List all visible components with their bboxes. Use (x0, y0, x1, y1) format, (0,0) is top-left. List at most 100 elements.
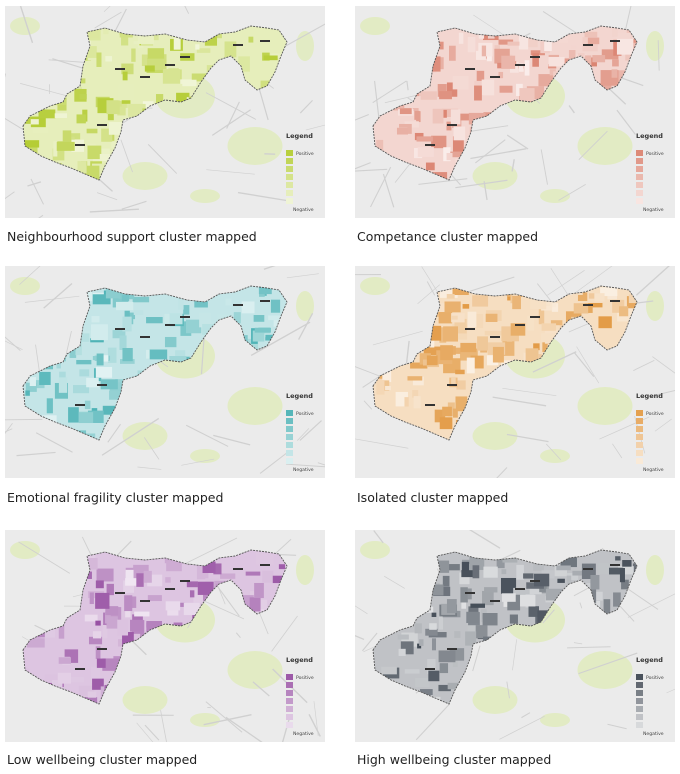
output-area (121, 35, 129, 46)
output-area (485, 313, 498, 322)
place-label-mark (530, 580, 540, 582)
output-area (250, 591, 258, 602)
output-area (507, 41, 520, 46)
output-area (118, 84, 135, 101)
output-area (263, 55, 278, 61)
road-line (426, 281, 436, 296)
park-area (646, 31, 664, 61)
legend-negative-label: Negative (293, 467, 314, 473)
legend-negative-label: Negative (643, 731, 664, 737)
road-line (355, 113, 369, 121)
park-area (646, 555, 664, 585)
output-area (457, 113, 473, 121)
road-line (475, 139, 506, 164)
output-area (447, 682, 461, 690)
output-area (438, 614, 444, 630)
output-area (381, 666, 397, 675)
legend-swatch (286, 198, 293, 204)
output-area (482, 590, 494, 606)
output-area (612, 28, 618, 37)
legend-swatch (286, 706, 293, 712)
output-area (253, 315, 265, 322)
road-line (308, 714, 321, 737)
legend-swatch (636, 682, 643, 688)
output-area (542, 342, 552, 352)
output-area (79, 333, 90, 342)
road-line (417, 284, 441, 305)
output-area (516, 83, 523, 96)
legend-title: Legend (286, 132, 313, 140)
output-area (44, 674, 62, 683)
output-area (518, 34, 529, 50)
output-area (412, 390, 419, 398)
road-line (43, 282, 73, 309)
output-area (165, 601, 181, 611)
road-line (650, 390, 675, 397)
output-area (84, 400, 91, 410)
output-area (124, 595, 133, 612)
output-area (544, 36, 552, 52)
output-area (123, 580, 135, 593)
place-label-mark (75, 404, 85, 406)
study-area-boundary (372, 285, 638, 441)
output-area (146, 68, 165, 74)
output-area (268, 315, 281, 321)
output-area (122, 632, 134, 648)
output-area (164, 313, 170, 324)
road-line (355, 438, 409, 449)
output-area (96, 658, 106, 668)
output-area (450, 109, 461, 125)
legend-swatch (636, 690, 643, 696)
legend-swatch (636, 722, 643, 728)
output-area (155, 94, 164, 111)
road-line (547, 270, 585, 296)
output-area (106, 616, 118, 629)
road-line (657, 40, 660, 71)
road-line (373, 530, 384, 544)
output-area (413, 396, 421, 409)
output-area (428, 670, 440, 682)
road-line (363, 400, 373, 410)
output-area (126, 312, 136, 320)
output-area (483, 566, 498, 578)
road-line (206, 169, 255, 175)
output-area (44, 625, 55, 638)
output-area (195, 44, 200, 50)
output-area (262, 570, 274, 583)
output-area (131, 48, 136, 62)
output-area (86, 26, 100, 39)
output-area (496, 558, 505, 569)
output-area (96, 52, 102, 67)
output-area (194, 301, 208, 308)
output-area (80, 46, 97, 58)
output-area (434, 409, 446, 423)
place-label-mark (165, 588, 175, 590)
output-area (557, 578, 565, 583)
place-label-mark (115, 592, 125, 594)
road-line (120, 139, 133, 173)
output-area (58, 657, 71, 664)
output-area (548, 56, 565, 67)
output-area (431, 135, 447, 149)
output-area (58, 377, 68, 393)
road-line (506, 134, 529, 150)
park-area (646, 291, 664, 321)
output-area (115, 301, 134, 311)
output-area (442, 406, 452, 417)
output-area (84, 551, 96, 562)
road-line (355, 162, 371, 170)
map-isolated: Legend Positive Negative (355, 266, 675, 478)
legend-title: Legend (286, 656, 313, 664)
park-area (472, 686, 518, 714)
output-area (53, 140, 58, 157)
output-area (618, 566, 634, 575)
output-area (414, 110, 420, 120)
place-label-mark (465, 592, 475, 594)
output-area (462, 304, 470, 309)
legend-positive-label: Positive (646, 675, 664, 681)
output-area (423, 346, 442, 356)
output-area (477, 336, 488, 351)
output-area (549, 69, 556, 76)
output-area (551, 303, 559, 312)
road-line (472, 645, 481, 672)
